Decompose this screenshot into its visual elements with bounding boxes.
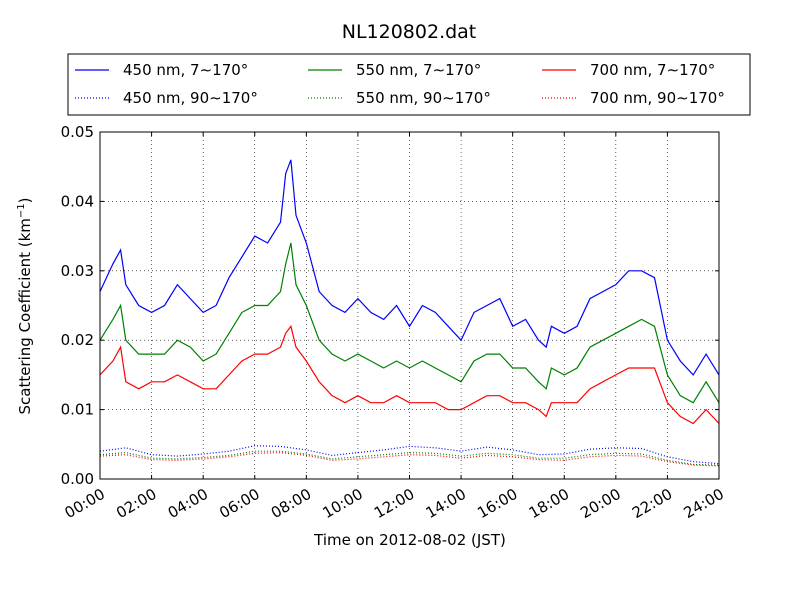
y-axis-label-main: Scattering Coefficient (km <box>16 218 34 414</box>
y-axis-label: Scattering Coefficient (km−1) <box>16 197 34 414</box>
y-axis-label-close: ) <box>16 197 34 203</box>
legend-label: 550 nm, 90∼170° <box>356 89 491 107</box>
x-tick-label: 08:00 <box>268 485 314 522</box>
x-axis-label: Time on 2012-08-02 (JST) <box>313 531 506 549</box>
legend-label: 450 nm, 90∼170° <box>123 89 258 107</box>
x-tick-label: 14:00 <box>423 485 469 522</box>
x-tick-label: 24:00 <box>681 485 727 522</box>
legend-label: 550 nm, 7∼170° <box>356 61 481 79</box>
legend-label: 700 nm, 7∼170° <box>590 61 715 79</box>
y-tick-label: 0.04 <box>61 192 94 210</box>
x-tick-label: 16:00 <box>474 485 520 522</box>
series-line <box>99 445 720 465</box>
x-tick-label: 18:00 <box>526 485 572 522</box>
y-axis-label-sup: −1 <box>16 203 27 218</box>
x-tick-label: 22:00 <box>629 485 675 522</box>
legend-label: 450 nm, 7∼170° <box>123 61 248 79</box>
chart-title: NL120802.dat <box>342 21 477 43</box>
legend-label: 700 nm, 90∼170° <box>590 89 725 107</box>
series-line <box>99 324 720 425</box>
x-tick-label: 02:00 <box>113 485 159 522</box>
x-tick-label: 10:00 <box>319 485 365 522</box>
series-line <box>99 242 720 404</box>
y-tick-label: 0.00 <box>61 470 94 488</box>
y-axis-ticks: 0.00 0.01 0.02 0.03 0.04 0.05 <box>61 123 719 488</box>
x-tick-label: 20:00 <box>577 485 623 522</box>
legend-frame <box>67 53 751 116</box>
y-tick-label: 0.03 <box>61 262 94 280</box>
series-lines <box>99 159 720 467</box>
series-line <box>99 159 720 376</box>
x-tick-label: 04:00 <box>165 485 211 522</box>
x-tick-label: 00:00 <box>62 485 108 522</box>
x-tick-label: 06:00 <box>216 485 262 522</box>
series-line <box>99 450 720 466</box>
grid <box>100 132 719 479</box>
series-line <box>99 451 720 467</box>
y-tick-label: 0.01 <box>61 401 94 419</box>
legend: 450 nm, 7∼170° 450 nm, 90∼170° 550 nm, 7∼1… <box>67 53 751 116</box>
y-tick-label: 0.05 <box>61 123 94 141</box>
y-tick-label: 0.02 <box>61 331 94 349</box>
x-tick-label: 12:00 <box>371 485 417 522</box>
